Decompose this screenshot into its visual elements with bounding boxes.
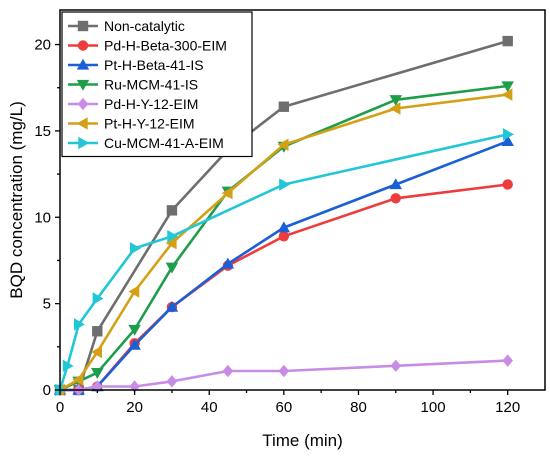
data-point bbox=[503, 128, 514, 141]
x-tick-label: 120 bbox=[495, 399, 520, 416]
series-line bbox=[60, 183, 508, 392]
legend-entry: Ru-MCM-41-IS bbox=[68, 77, 198, 93]
data-point bbox=[222, 364, 234, 378]
series-line bbox=[58, 133, 508, 391]
data-point bbox=[278, 231, 290, 242]
y-axis-title: BQD concentration (mg/L) bbox=[7, 101, 26, 298]
data-point bbox=[165, 262, 179, 274]
x-tick-label: 0 bbox=[56, 399, 64, 416]
x-tick-label: 60 bbox=[276, 399, 293, 416]
y-tick-label: 0 bbox=[43, 382, 51, 399]
data-point bbox=[502, 179, 513, 190]
legend-label: Cu-MCM-41-A-EIM bbox=[104, 135, 224, 151]
x-axis-title: Time (min) bbox=[262, 431, 343, 450]
data-point bbox=[390, 359, 402, 373]
data-point bbox=[390, 193, 401, 204]
data-point bbox=[128, 338, 141, 350]
data-point bbox=[501, 88, 513, 101]
legend-label: Non-catalytic bbox=[104, 18, 185, 34]
data-point bbox=[129, 380, 140, 393]
data-point bbox=[278, 364, 290, 378]
data-point bbox=[277, 138, 289, 151]
y-tick-label: 15 bbox=[34, 123, 51, 140]
series-layer bbox=[53, 35, 514, 397]
data-point bbox=[389, 178, 403, 190]
data-point bbox=[165, 300, 179, 312]
data-point bbox=[73, 318, 85, 331]
data-point bbox=[62, 359, 74, 373]
data-point bbox=[389, 95, 403, 107]
data-point bbox=[166, 205, 178, 216]
legend-marker bbox=[76, 58, 90, 70]
data-point bbox=[92, 326, 103, 337]
legend-entry: Pd-H-Y-12-EIM bbox=[68, 96, 198, 112]
axes: 0 20 40 60 80 100 120 0 5 10 15 20 bbox=[34, 9, 546, 416]
data-point bbox=[221, 186, 233, 200]
legend: Non-catalytic Pd-H-Beta-300-EIM Pt-H-Beta-… bbox=[61, 11, 253, 158]
data-point bbox=[92, 380, 103, 393]
legend-entry: Non-catalytic bbox=[68, 18, 185, 34]
data-point bbox=[129, 242, 141, 255]
legend-marker bbox=[77, 20, 89, 32]
data-point bbox=[502, 354, 513, 367]
legend-entry: Pt-H-Y-12-EIM bbox=[68, 116, 195, 132]
plot-frame bbox=[59, 9, 546, 391]
x-tick-label: 100 bbox=[421, 399, 446, 416]
data-point bbox=[277, 221, 291, 233]
data-point bbox=[501, 135, 514, 146]
data-point bbox=[502, 35, 513, 47]
data-point bbox=[91, 368, 104, 379]
data-point bbox=[278, 101, 290, 112]
data-point bbox=[92, 292, 104, 305]
legend-label: Pd-H-Beta-300-EIM bbox=[104, 38, 227, 54]
legend-label: Pd-H-Y-12-EIM bbox=[104, 96, 198, 112]
legend-label: Pt-H-Beta-41-IS bbox=[104, 57, 204, 73]
y-tick-label: 10 bbox=[34, 209, 51, 226]
series-line bbox=[60, 140, 509, 392]
data-point bbox=[91, 345, 102, 359]
legend-marker bbox=[78, 136, 90, 150]
data-point bbox=[72, 373, 84, 386]
legend-label: Pt-H-Y-12-EIM bbox=[104, 116, 195, 132]
data-point bbox=[128, 324, 141, 336]
y-tick-label: 20 bbox=[34, 37, 51, 54]
data-point bbox=[279, 178, 291, 191]
legend-marker bbox=[77, 40, 89, 51]
data-point bbox=[501, 81, 514, 93]
data-point bbox=[389, 102, 401, 115]
legend-entry: Pd-H-Beta-300-EIM bbox=[68, 38, 227, 54]
x-tick-label: 80 bbox=[350, 399, 367, 416]
legend-entry: Pt-H-Beta-41-IS bbox=[68, 57, 204, 73]
data-point bbox=[165, 236, 177, 250]
data-point bbox=[128, 285, 140, 298]
legend-marker bbox=[76, 117, 88, 130]
legend-marker bbox=[76, 79, 90, 91]
series-6 bbox=[55, 128, 514, 397]
legend-marker bbox=[77, 97, 89, 111]
legend-label: Ru-MCM-41-IS bbox=[104, 77, 198, 93]
x-tick-label: 40 bbox=[201, 399, 218, 416]
legend-entry: Cu-MCM-41-A-EIM bbox=[68, 135, 224, 151]
series-5 bbox=[53, 88, 513, 397]
data-point bbox=[221, 257, 235, 269]
data-point bbox=[167, 230, 179, 243]
y-tick-label: 5 bbox=[43, 296, 51, 313]
data-point bbox=[166, 375, 178, 388]
x-tick-label: 20 bbox=[126, 399, 143, 416]
